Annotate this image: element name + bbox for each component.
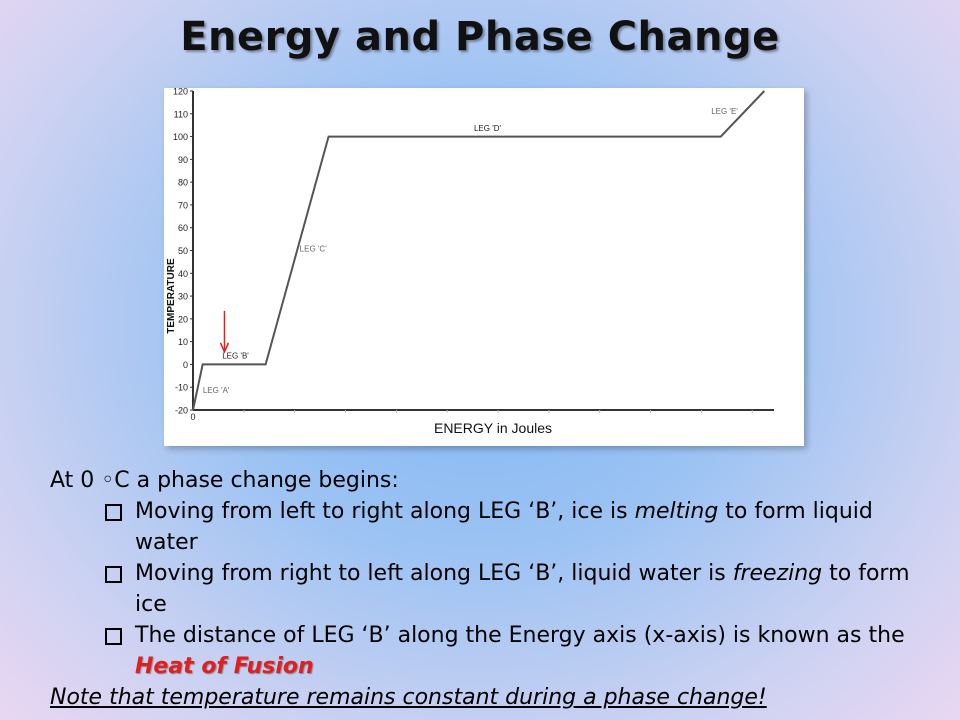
leg-label: LEG 'A' bbox=[203, 386, 230, 395]
temperature-energy-chart: -20 -10 0 10 20 30 40 50 60 70 80 90 100 110 120 0 ENERG… bbox=[166, 88, 774, 436]
bullet-list: Moving from left to right along LEG ‘B’,… bbox=[50, 496, 940, 682]
y-axis-label: TEMPERATURE bbox=[166, 258, 177, 334]
heating-curve-line bbox=[192, 90, 766, 411]
note-text: Note that temperature remains constant d… bbox=[50, 685, 758, 710]
y-tick-label: 90 bbox=[178, 155, 188, 165]
leg-label: LEG 'B' bbox=[222, 352, 249, 361]
x-tick-label: 0 bbox=[190, 412, 195, 422]
checkbox-bullet-icon bbox=[105, 628, 122, 645]
y-tick-label: -20 bbox=[175, 406, 188, 416]
bullet-text-pre: The distance of LEG ‘B’ along the Energy… bbox=[135, 623, 905, 648]
leg-label: LEG 'E' bbox=[711, 107, 738, 116]
y-tick-label: -10 bbox=[175, 383, 188, 393]
leg-label: LEG 'D' bbox=[474, 124, 502, 133]
slide-title: Energy and Phase Change bbox=[180, 14, 780, 60]
y-tick-label: 10 bbox=[178, 337, 188, 347]
y-tick-label: 20 bbox=[178, 314, 188, 324]
bullet-text-pre: Moving from left to right along LEG ‘B’,… bbox=[135, 499, 635, 524]
y-tick-label: 110 bbox=[174, 109, 188, 119]
y-tick-label: 40 bbox=[178, 269, 188, 279]
y-tick-label: 60 bbox=[178, 223, 188, 233]
bullet-emphasis: freezing bbox=[732, 561, 823, 586]
bullet-freezing: Moving from right to left along LEG ‘B’,… bbox=[100, 558, 940, 620]
arrow-head-icon bbox=[219, 342, 230, 354]
intro-line: At 0 ◦C a phase change begins: bbox=[50, 468, 399, 493]
heat-of-fusion-highlight: Heat of Fusion bbox=[135, 654, 314, 679]
y-tick-label: 80 bbox=[178, 178, 188, 188]
y-tick-label: 100 bbox=[173, 132, 188, 142]
bullet-text-pre: Moving from right to left along LEG ‘B’,… bbox=[135, 561, 733, 586]
y-tick-label: 70 bbox=[178, 200, 188, 210]
x-axis-label: ENERGY in Joules bbox=[434, 420, 552, 436]
chart-panel: -20 -10 0 10 20 30 40 50 60 70 80 90 100 110 120 0 ENERG… bbox=[164, 88, 804, 446]
y-tick-label: 120 bbox=[173, 88, 188, 97]
note-line: Note that temperature remains constant d… bbox=[50, 682, 940, 713]
y-tick-label: 30 bbox=[178, 292, 188, 302]
bullet-text-post: to form liquid water bbox=[135, 499, 873, 555]
bullet-heat-of-fusion: The distance of LEG ‘B’ along the Energy… bbox=[100, 620, 940, 682]
checkbox-bullet-icon bbox=[105, 504, 122, 521]
checkbox-bullet-icon bbox=[105, 566, 122, 583]
note-end: ! bbox=[757, 685, 767, 710]
leg-label: LEG 'C' bbox=[300, 245, 328, 254]
bullet-emphasis: melting bbox=[634, 499, 719, 524]
y-tick-label: 50 bbox=[178, 246, 188, 256]
y-tick-label: 0 bbox=[183, 360, 188, 370]
bullet-melting: Moving from left to right along LEG ‘B’,… bbox=[100, 496, 940, 558]
bullet-text-post: to form ice bbox=[135, 561, 910, 617]
content-text: At 0 ◦C a phase change begins: Moving fr… bbox=[50, 465, 940, 713]
